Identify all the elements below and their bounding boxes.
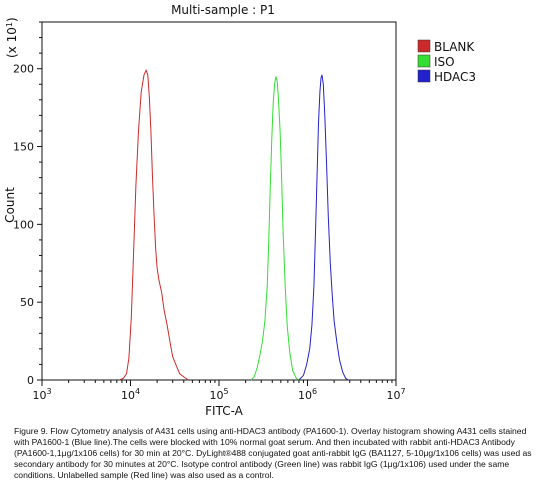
histogram-series: [119, 68, 349, 381]
x-tick-label: 106: [298, 387, 317, 402]
x-tick-label: 104: [121, 387, 140, 402]
y-tick-label: 0: [27, 374, 34, 387]
series-iso-line: [250, 76, 300, 381]
y-multiplier-prefix: (x 10: [5, 27, 19, 58]
legend-swatch-iso: [417, 54, 431, 68]
y-axis-ticks: 0 50 100 150 200: [13, 21, 42, 387]
legend-label-hdac3: HDAC3: [434, 70, 476, 84]
chart-title: Multi-sample : P1: [171, 3, 275, 17]
x-axis-title: FITC-A: [205, 404, 244, 418]
svg-text:(x 101): (x 101): [5, 17, 19, 58]
series-hdac3-line: [298, 74, 349, 381]
legend-label-iso: ISO: [434, 55, 455, 69]
y-tick-label: 150: [13, 141, 34, 154]
legend-swatch-hdac3: [417, 69, 431, 83]
plot-area: [41, 21, 397, 381]
y-multiplier-label: (x 101): [5, 17, 19, 58]
y-multiplier-exponent: 1: [5, 22, 14, 27]
series-blank-line: [119, 68, 189, 381]
legend-swatch-blank: [417, 39, 431, 53]
y-tick-label: 100: [13, 218, 34, 231]
x-tick-label: 105: [209, 387, 228, 402]
y-tick-label: 50: [20, 296, 34, 309]
x-axis-ticks: 103 104 105 106 107: [32, 380, 406, 402]
y-axis-title: Count: [3, 187, 17, 223]
plot-border: [41, 21, 397, 381]
x-tick-label: 103: [32, 387, 51, 402]
figure-caption: Figure 9. Flow Cytometry analysis of A43…: [14, 426, 532, 480]
y-tick-label: 200: [13, 63, 34, 76]
legend-label-blank: BLANK: [434, 40, 475, 54]
x-tick-label: 107: [386, 387, 405, 402]
